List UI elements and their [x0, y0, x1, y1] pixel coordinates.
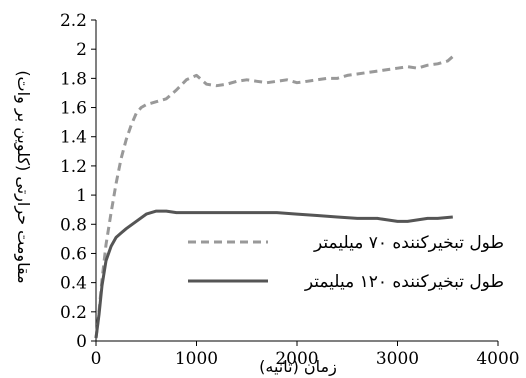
y-axis-ticks: 0 0.2 0.4 0.6 0.8 1 1.2 1.4 1.6 1.8 2 2.2 — [60, 11, 96, 352]
x-tick-label: 4000 — [476, 349, 519, 369]
y-tick-label: 2.2 — [60, 11, 87, 31]
x-tick-label: 3000 — [376, 349, 419, 369]
y-axis-title: مقاومت حرارتی (کلوین بر وات) — [13, 70, 33, 283]
y-tick-label: 1.8 — [60, 69, 87, 89]
y-tick-label: 0.2 — [60, 303, 87, 323]
y-tick-label: 0.6 — [60, 244, 87, 264]
series-line-2 — [94, 209, 453, 339]
series-lines — [94, 55, 454, 339]
axes — [95, 20, 498, 342]
y-tick-label: 2 — [76, 40, 87, 60]
y-tick-label: 1 — [76, 186, 87, 206]
x-axis-title: زمان (ثانیه) — [259, 357, 337, 377]
x-tick-label: 0 — [91, 349, 102, 369]
x-tick-label: 1000 — [175, 349, 218, 369]
y-tick-label: 0.8 — [60, 215, 87, 235]
y-tick-label: 0.4 — [60, 274, 87, 294]
legend: طول تبخیرکننده ۷۰ میلیمتر طول تبخیرکننده … — [188, 233, 504, 292]
x-axis-ticks: 0 1000 2000 3000 4000 — [91, 341, 520, 369]
series-line-1 — [94, 55, 454, 339]
legend-label-2: طول تبخیرکننده ۱۲۰ میلیمتر — [304, 272, 504, 292]
y-tick-label: 1.6 — [60, 99, 87, 119]
legend-label-1: طول تبخیرکننده ۷۰ میلیمتر — [313, 233, 504, 253]
y-tick-label: 1.4 — [60, 128, 87, 148]
y-tick-label: 0 — [76, 332, 87, 352]
x-tick-label: 2000 — [275, 349, 318, 369]
y-tick-label: 1.2 — [60, 157, 87, 177]
